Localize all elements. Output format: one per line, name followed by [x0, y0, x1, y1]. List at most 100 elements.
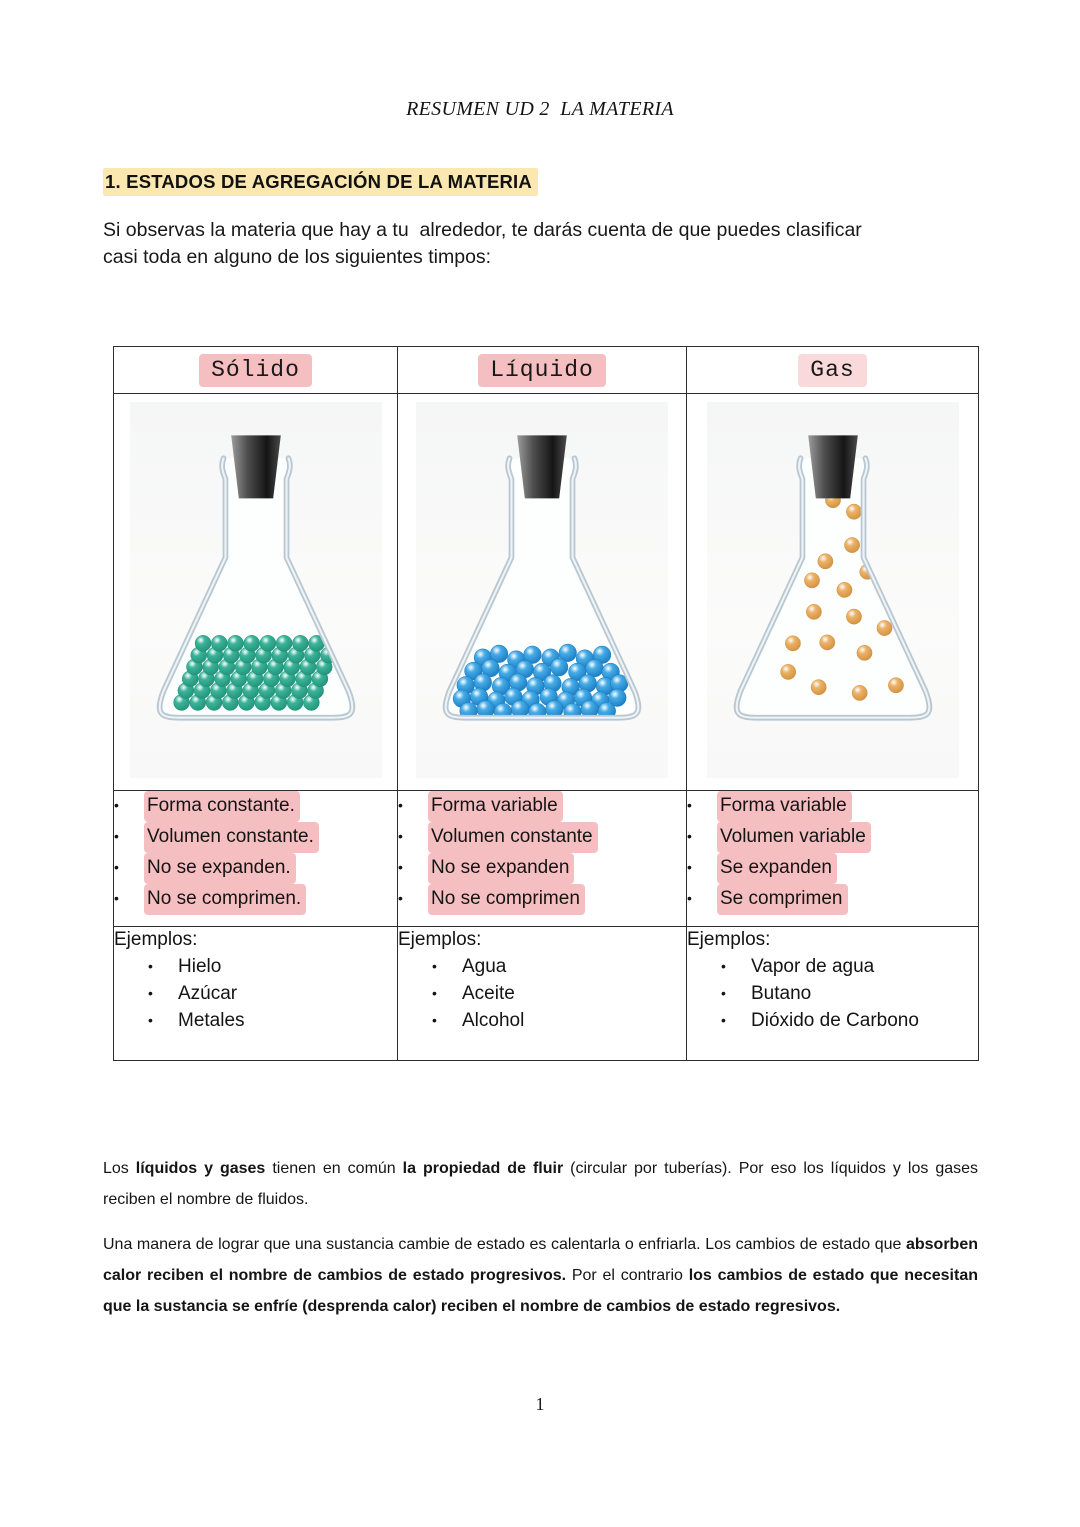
list-item-text: No se comprimen — [428, 884, 585, 915]
intro-paragraph: Si observas la materia que hay a tu alre… — [103, 219, 862, 268]
liquid-flask-illustration — [416, 401, 668, 778]
flask-illustration-row — [113, 393, 979, 791]
list-item: • Volumen variable — [687, 822, 978, 853]
state-changes-paragraph: Una manera de lograr que una sustancia c… — [103, 1229, 978, 1322]
document-title: RESUMEN UD 2 LA MATERIA — [406, 98, 674, 120]
section-heading-text: 1. ESTADOS DE AGREGACIÓN DE LA MATERIA — [103, 168, 538, 196]
list-item: • Hielo — [148, 953, 397, 980]
text-run: Por el contrario — [566, 1267, 689, 1284]
bullet-marker: • — [398, 797, 403, 813]
list-item: • Vapor de agua — [721, 953, 978, 980]
bullet-marker: • — [148, 958, 153, 974]
text-run: Los — [103, 1160, 136, 1177]
list-item-text: Forma variable — [717, 791, 852, 822]
list-item: • Volumen constante — [398, 822, 686, 853]
gas-examples-list: • Vapor de agua • Butano • Dióxido de Carbono — [721, 953, 978, 1034]
bullet-marker: • — [721, 985, 726, 1001]
bold-text-run: los cambios de estado que necesitan que … — [103, 1267, 979, 1315]
solid-examples-list: • Hielo • Azúcar • Metales — [148, 953, 397, 1034]
list-item-text: Se expanden — [717, 853, 837, 884]
list-item: • Se expanden — [687, 853, 978, 884]
list-item: • No se comprimen — [398, 884, 686, 915]
gas-flask-illustration — [706, 401, 959, 778]
list-item-text: Butano — [751, 983, 812, 1004]
bullet-marker: • — [398, 859, 403, 875]
gas-properties-list: • Forma variable • Volumen variable • Se expa… — [687, 791, 978, 915]
list-item-text: Aceite — [462, 983, 515, 1004]
list-item: • No se comprimen. — [114, 884, 397, 915]
bullet-marker: • — [687, 859, 692, 875]
bullet-marker: • — [114, 859, 119, 875]
list-item-text: Volumen constante — [428, 822, 598, 853]
list-item: • No se expanden. — [114, 853, 397, 884]
states-of-matter-table: Sólido Líquido Gas — [113, 346, 979, 1061]
text-run: tienen en común — [265, 1160, 403, 1177]
bold-text-run: absorben calor reciben el nombre de camb… — [103, 1236, 978, 1284]
bold-text-run: líquidos y gases — [135, 1160, 266, 1177]
liquid-examples-list: • Agua • Aceite • Alcohol — [432, 953, 686, 1034]
list-item-text: Hielo — [178, 956, 222, 977]
list-item: • Butano — [721, 980, 978, 1007]
list-item: • Aceite — [432, 980, 686, 1007]
list-item-text: Vapor de agua — [751, 956, 875, 977]
list-item: • No se expanden — [398, 853, 686, 884]
examples-label: Ejemplos: — [398, 929, 482, 950]
solid-flask-illustration — [129, 401, 382, 778]
list-item-text: Dióxido de Carbono — [751, 1010, 919, 1031]
list-item-text: Volumen constante. — [144, 822, 319, 853]
column-header-solido: Sólido — [113, 346, 398, 394]
list-item-text: Agua — [462, 956, 507, 977]
list-item: • Forma constante. — [114, 791, 397, 822]
list-item-text: Volumen variable — [717, 822, 871, 853]
bullet-marker: • — [114, 828, 119, 844]
list-item-text: Alcohol — [462, 1010, 525, 1031]
bullet-marker: • — [721, 1012, 726, 1028]
list-item: • Forma variable — [398, 791, 686, 822]
examples-row: Ejemplos: • Hielo • Azúcar • Metales Ejemplos… — [113, 926, 979, 1061]
bullet-marker: • — [398, 828, 403, 844]
list-item: • Se comprimen — [687, 884, 978, 915]
bullet-marker: • — [432, 958, 437, 974]
bullet-marker: • — [114, 890, 119, 906]
list-item-text: Forma constante. — [144, 791, 300, 822]
list-item: • Agua — [432, 953, 686, 980]
table-header-row: Sólido Líquido Gas — [113, 346, 979, 394]
bullet-marker: • — [148, 985, 153, 1001]
list-item-text: No se expanden. — [144, 853, 296, 884]
properties-row: • Forma constante. • Volumen constante. • No … — [113, 790, 979, 927]
solid-properties-list: • Forma constante. • Volumen constante. • No … — [114, 791, 397, 915]
bullet-marker: • — [114, 797, 119, 813]
liquid-properties-list: • Forma variable • Volumen constante • No se … — [398, 791, 686, 915]
list-item: • Volumen constante. — [114, 822, 397, 853]
list-item-text: Azúcar — [178, 983, 238, 1004]
bullet-marker: • — [687, 890, 692, 906]
list-item-text: No se comprimen. — [144, 884, 307, 915]
list-item-text: Forma variable — [428, 791, 563, 822]
bullet-marker: • — [398, 890, 403, 906]
list-item-text: Metales — [178, 1010, 245, 1031]
bullet-marker: • — [687, 797, 692, 813]
bullet-marker: • — [432, 985, 437, 1001]
list-item: • Azúcar — [148, 980, 397, 1007]
bullet-marker: • — [432, 1012, 437, 1028]
column-header-gas-text: Gas — [798, 354, 867, 387]
fluids-paragraph: Los líquidos y gases tienen en común la … — [103, 1153, 978, 1215]
bullet-marker: • — [148, 1012, 153, 1028]
bullet-marker: • — [721, 958, 726, 974]
column-header-liquido-text: Líquido — [478, 354, 606, 387]
list-item: • Alcohol — [432, 1007, 686, 1034]
bold-text-run: la propiedad de fluir — [402, 1160, 564, 1177]
bullet-marker: • — [687, 828, 692, 844]
list-item: • Dióxido de Carbono — [721, 1007, 978, 1034]
list-item-text: Se comprimen — [717, 884, 848, 915]
list-item: • Metales — [148, 1007, 397, 1034]
examples-label: Ejemplos: — [114, 929, 198, 950]
text-run: (circular por tuberías). Por eso los líq… — [103, 1160, 979, 1208]
column-header-liquido: Líquido — [397, 346, 687, 394]
list-item: • Forma variable — [687, 791, 978, 822]
page-number: 1 — [535, 1394, 545, 1414]
column-header-gas: Gas — [686, 346, 979, 394]
examples-label: Ejemplos: — [687, 929, 771, 950]
column-header-solido-text: Sólido — [199, 354, 312, 387]
